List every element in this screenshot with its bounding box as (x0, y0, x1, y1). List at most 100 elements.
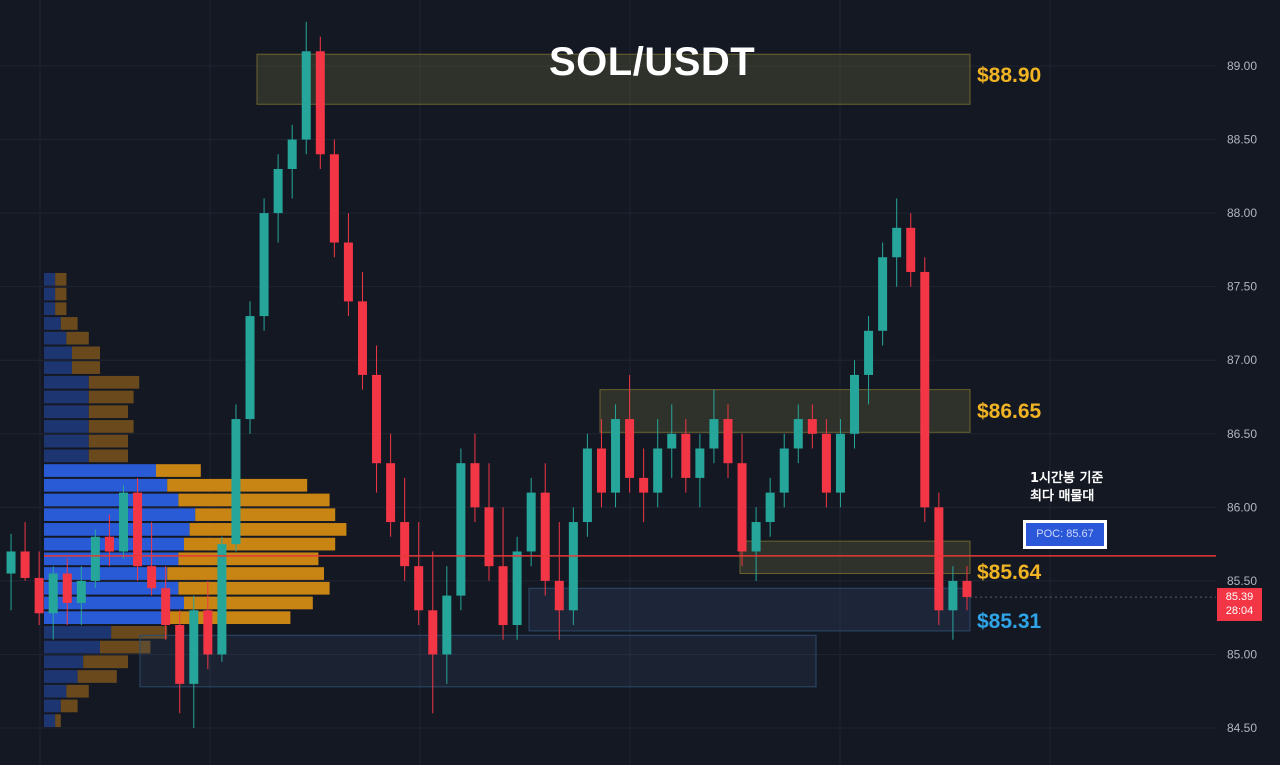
volume-bar-buy (44, 449, 89, 463)
candle-body (301, 51, 311, 140)
axis-tick-label: 87.00 (1227, 353, 1257, 367)
candle-body (807, 419, 817, 434)
axis-tick-label: 87.50 (1227, 280, 1257, 294)
volume-bar-buy (44, 699, 61, 713)
axis-tick-label: 89.00 (1227, 59, 1257, 73)
candle-body (906, 227, 916, 272)
volume-bar-buy (44, 346, 72, 360)
volume-bar-sell (178, 581, 330, 595)
price-axis[interactable]: 89.00 88.50 88.00 87.50 87.00 86.50 86.00 85.50… (1216, 0, 1280, 765)
axis-tick-label: 84.50 (1227, 721, 1257, 735)
candle-body (554, 580, 564, 611)
candle-body (343, 242, 353, 302)
candle-body (442, 595, 452, 655)
candle-body (34, 577, 44, 614)
candle-countdown: 28:04 (1225, 605, 1254, 617)
volume-bar-buy (44, 434, 89, 448)
zone-support-2 (528, 587, 971, 632)
candle-body (6, 551, 16, 574)
zone-resistance-mid (599, 389, 971, 433)
candle-body (793, 419, 803, 449)
volume-bar-sell (195, 508, 336, 522)
volume-bar-buy (44, 331, 67, 345)
candle-body (540, 492, 550, 581)
zone-resistance-top (256, 53, 971, 105)
candle-body (329, 154, 339, 243)
zone-support-1 (739, 540, 971, 575)
volume-bar-sell (167, 611, 291, 625)
volume-bar-buy (44, 405, 89, 419)
volume-bar-buy (44, 655, 84, 669)
candle-body (892, 227, 902, 258)
candle-body (821, 433, 831, 493)
axis-tick-label: 85.00 (1227, 647, 1257, 661)
axis-tick-label: 86.50 (1227, 427, 1257, 441)
volume-bar-sell (83, 655, 128, 669)
zone-lower-box (139, 634, 817, 688)
candle-body (175, 625, 185, 684)
volume-bar-buy (44, 302, 56, 316)
volume-bar-sell (60, 699, 78, 713)
volume-bar-sell (88, 390, 134, 404)
candle-body (681, 433, 691, 478)
candle-body (245, 316, 255, 420)
volume-bar-buy (44, 626, 112, 639)
volume-bar-buy (44, 390, 89, 404)
candle-body (653, 448, 663, 493)
volume-bar-sell (60, 317, 78, 330)
candle-body (20, 551, 30, 578)
candle-body (864, 330, 874, 375)
candle-body (470, 463, 480, 508)
volume-bar-sell (184, 537, 336, 551)
candle-body (512, 551, 522, 626)
annotation-line-1: 1시간봉 기준 (1030, 471, 1104, 486)
volume-bar-sell (72, 361, 100, 374)
candle-body (484, 507, 494, 567)
volume-bar-sell (88, 405, 128, 419)
candle-body (709, 419, 719, 449)
axis-tick-label: 88.00 (1227, 206, 1257, 220)
level-label-85-31: $85.31 (977, 610, 1042, 633)
volume-bar-buy (44, 523, 190, 536)
axis-tick-label: 85.50 (1227, 574, 1257, 588)
candle-body (625, 419, 635, 478)
volume-bar-sell (66, 331, 89, 345)
candle-body (751, 522, 761, 552)
axis-tick-label: 88.50 (1227, 133, 1257, 147)
volume-bar-buy (44, 552, 179, 566)
candle-body (203, 610, 213, 655)
candle-body (133, 492, 143, 567)
candle-body (315, 51, 325, 155)
candle-body (357, 301, 367, 375)
volume-bar-buy (44, 420, 89, 433)
candle-body (386, 463, 396, 523)
candle-body (48, 573, 58, 614)
candle-body (835, 433, 845, 493)
level-label-88-90: $88.90 (977, 64, 1042, 87)
volume-bar-buy (44, 567, 168, 580)
volume-bar-buy (44, 272, 56, 286)
volume-bar-sell (100, 640, 151, 654)
volume-bar-sell (178, 493, 330, 507)
candle-body (765, 492, 775, 523)
candle-body (400, 522, 410, 567)
volume-bar-buy (44, 640, 100, 654)
level-label-86-65: $86.65 (977, 400, 1042, 423)
volume-bar-buy (44, 375, 89, 389)
annotation-note: 1시간봉 기준 최다 매물대 (1030, 470, 1150, 506)
axis-tick-label: 86.00 (1227, 500, 1257, 514)
volume-bar-buy (44, 670, 78, 683)
volume-bar-buy (44, 317, 61, 330)
candle-body (498, 566, 508, 626)
candle-body (526, 492, 536, 552)
volume-bar-sell (167, 567, 324, 580)
candle-body (273, 168, 283, 214)
volume-bar-buy (44, 287, 56, 301)
candle-body (287, 139, 297, 169)
level-zones (139, 53, 971, 688)
candle-body (568, 522, 578, 611)
volume-bar-buy (44, 464, 156, 477)
volume-bar-sell (88, 375, 140, 389)
candles (6, 21, 972, 728)
